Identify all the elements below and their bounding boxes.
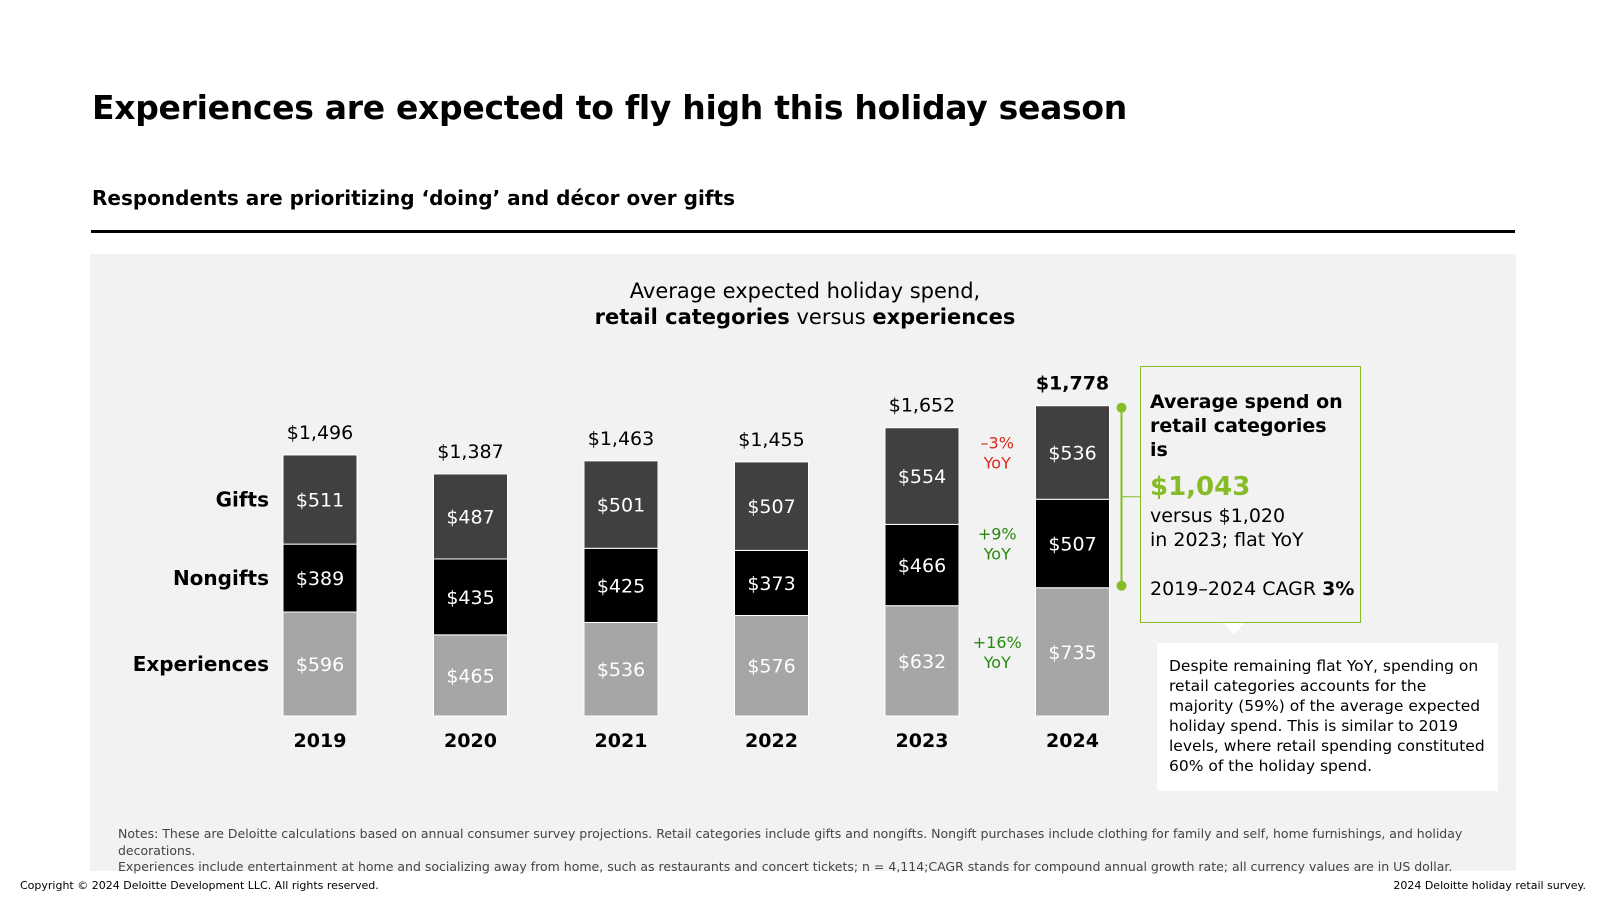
- page-subtitle: Respondents are prioritizing ‘doing’ and…: [92, 186, 735, 210]
- value-label-nongifts-2021: $425: [597, 575, 645, 597]
- value-label-nongifts-2023: $466: [898, 555, 946, 577]
- callout-heading: Average spend on retail categories is: [1150, 391, 1343, 461]
- value-label-experiences-2023: $632: [898, 651, 946, 673]
- page-title: Experiences are expected to fly high thi…: [92, 88, 1127, 127]
- bar-gifts-2022: [734, 461, 809, 551]
- retail-bracket-dot-top: [1116, 402, 1127, 413]
- year-label-2019: 2019: [294, 730, 347, 752]
- bar-gifts-2019: [282, 454, 358, 545]
- callout-cagr: 2019–2024 CAGR 3%: [1150, 578, 1354, 600]
- year-label-2022: 2022: [745, 730, 798, 752]
- bar-nongifts-2023: [884, 523, 960, 607]
- bar-gifts-2021: [583, 460, 659, 549]
- total-label-2022: $1,455: [738, 429, 804, 451]
- bar-gifts-2024: [1035, 405, 1110, 500]
- bar-nongifts-2020: [433, 558, 508, 636]
- value-label-gifts-2020: $487: [446, 506, 494, 528]
- value-label-experiences-2020: $465: [446, 665, 494, 687]
- value-label-experiences-2024: $735: [1048, 642, 1096, 664]
- callout-versus-line2: in 2023; flat YoY: [1150, 529, 1304, 551]
- value-label-gifts-2023: $554: [898, 466, 946, 488]
- bar-experiences-2024: [1035, 587, 1110, 717]
- year-label-2020: 2020: [444, 730, 497, 752]
- note-pointer: [1222, 622, 1246, 634]
- title-divider: [91, 230, 1515, 233]
- total-label-2023: $1,652: [889, 395, 955, 417]
- chart-title-experiences: experiences: [872, 305, 1016, 329]
- value-label-nongifts-2024: $507: [1048, 534, 1096, 556]
- value-label-nongifts-2019: $389: [296, 568, 344, 590]
- year-label-2024: 2024: [1046, 730, 1099, 752]
- bar-gifts-2020: [433, 473, 508, 560]
- total-label-2021: $1,463: [588, 428, 654, 450]
- year-label-2023: 2023: [896, 730, 949, 752]
- callout-cagr-value: 3%: [1322, 578, 1355, 600]
- footnote-line1: Notes: These are Deloitte calculations b…: [118, 826, 1463, 858]
- value-label-gifts-2022: $507: [747, 496, 795, 518]
- bar-nongifts-2022: [734, 549, 809, 616]
- chart-title-line2: retail categories versus experiences: [590, 305, 1020, 329]
- bar-nongifts-2019: [282, 543, 358, 613]
- bar-experiences-2023: [884, 605, 960, 717]
- total-label-2019: $1,496: [287, 422, 353, 444]
- bar-experiences-2020: [433, 634, 508, 717]
- series-label-nongifts: Nongifts: [173, 566, 269, 590]
- retail-bracket-dot-bottom: [1116, 580, 1127, 591]
- insight-note: Despite remaining flat YoY, spending on …: [1157, 643, 1498, 791]
- value-label-experiences-2019: $596: [296, 654, 344, 676]
- value-label-gifts-2024: $536: [1048, 443, 1096, 465]
- bar-experiences-2021: [583, 621, 659, 717]
- value-label-nongifts-2022: $373: [747, 573, 795, 595]
- value-label-experiences-2021: $536: [597, 659, 645, 681]
- series-label-gifts: Gifts: [216, 488, 269, 512]
- value-label-gifts-2019: $511: [296, 490, 344, 512]
- yoy-pct-experiences: +16%: [973, 633, 1022, 652]
- copyright: Copyright © 2024 Deloitte Development LL…: [20, 879, 379, 892]
- bar-nongifts-2021: [583, 547, 659, 623]
- chart-title-retail: retail categories: [594, 305, 790, 329]
- bar-experiences-2022: [734, 614, 809, 717]
- chart-title-line1: Average expected holiday spend,: [629, 279, 981, 303]
- chart-title-versus: versus: [789, 305, 873, 329]
- value-label-gifts-2021: $501: [597, 495, 645, 517]
- footnote-line2: Experiences include entertainment at hom…: [118, 859, 1453, 874]
- series-label-experiences: Experiences: [133, 652, 269, 676]
- source-note: 2024 Deloitte holiday retail survey.: [1393, 879, 1586, 892]
- footnotes: Notes: These are Deloitte calculations b…: [118, 826, 1508, 876]
- bar-gifts-2023: [884, 427, 960, 525]
- callout-amount: $1,043: [1150, 472, 1251, 502]
- year-label-2021: 2021: [595, 730, 648, 752]
- yoy-pct-nongifts: +9%: [978, 525, 1017, 544]
- value-label-nongifts-2020: $435: [446, 587, 494, 609]
- value-label-experiences-2022: $576: [747, 656, 795, 678]
- callout-cagr-label: 2019–2024 CAGR: [1150, 578, 1323, 600]
- yoy-unit-experiences: YoY: [983, 653, 1011, 672]
- callout-versus-line1: versus $1,020: [1150, 505, 1286, 527]
- yoy-unit-nongifts: YoY: [983, 545, 1011, 564]
- total-label-2020: $1,387: [437, 441, 503, 463]
- total-label-2024: $1,778: [1036, 373, 1109, 395]
- bar-experiences-2019: [282, 611, 358, 717]
- yoy-pct-gifts: –3%: [981, 434, 1014, 453]
- yoy-unit-gifts: YoY: [983, 454, 1011, 473]
- retail-spend-callout: [1140, 366, 1361, 623]
